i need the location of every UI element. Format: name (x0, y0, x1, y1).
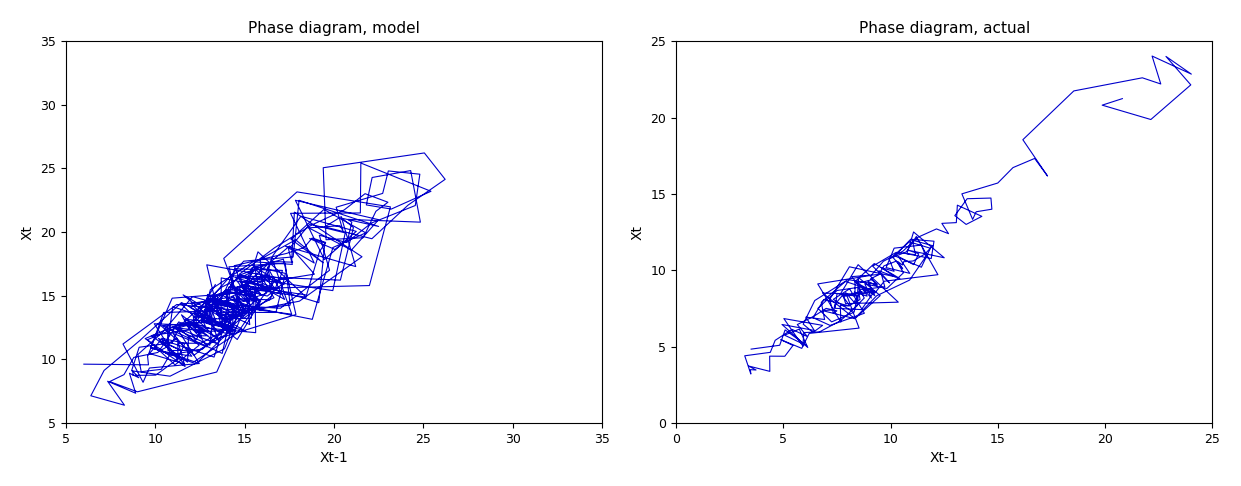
Y-axis label: Xt: Xt (630, 225, 645, 240)
X-axis label: Xt-1: Xt-1 (320, 451, 349, 465)
Title: Phase diagram, actual: Phase diagram, actual (859, 21, 1030, 36)
X-axis label: Xt-1: Xt-1 (930, 451, 958, 465)
Title: Phase diagram, model: Phase diagram, model (248, 21, 419, 36)
Y-axis label: Xt: Xt (21, 225, 35, 240)
